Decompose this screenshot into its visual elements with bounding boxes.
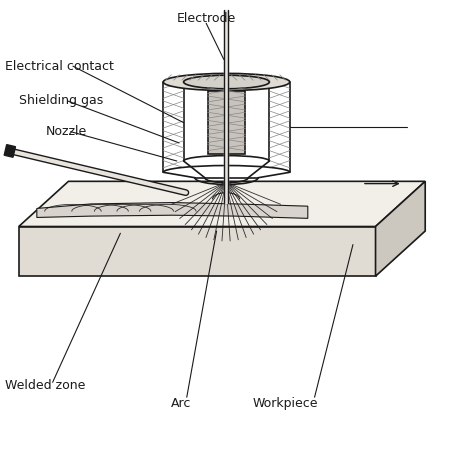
- Text: Electrical contact: Electrical contact: [5, 60, 114, 72]
- Text: Workpiece: Workpiece: [252, 397, 318, 410]
- Polygon shape: [19, 181, 425, 226]
- Polygon shape: [207, 91, 246, 154]
- Text: Shielding gas: Shielding gas: [19, 95, 103, 107]
- Ellipse shape: [163, 73, 290, 91]
- Text: Electrode: Electrode: [177, 12, 236, 25]
- Text: Arc: Arc: [171, 397, 192, 410]
- Text: Welded zone: Welded zone: [5, 379, 86, 392]
- Polygon shape: [19, 226, 376, 276]
- Polygon shape: [376, 181, 425, 276]
- Polygon shape: [37, 202, 308, 218]
- Polygon shape: [4, 145, 15, 157]
- Text: Nozzle: Nozzle: [46, 125, 87, 138]
- Ellipse shape: [183, 75, 270, 89]
